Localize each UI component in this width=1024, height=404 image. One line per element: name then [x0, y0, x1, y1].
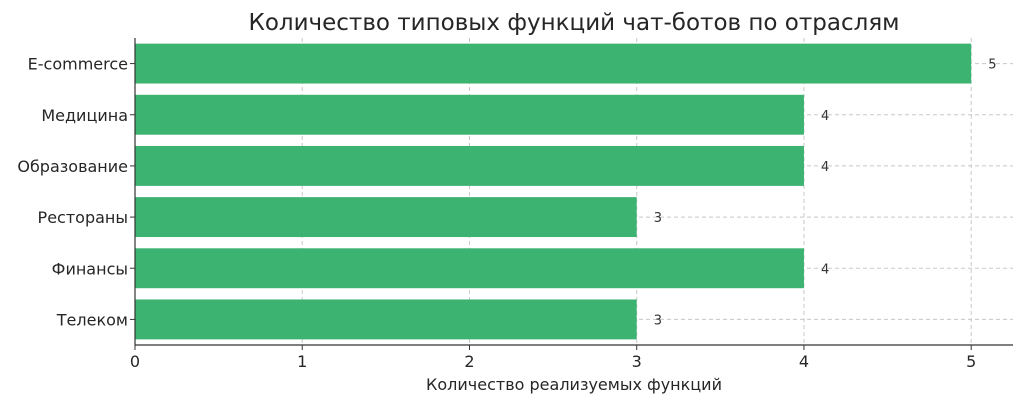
bar: [135, 197, 637, 238]
category-label: Телеком: [56, 310, 128, 329]
x-tick-label: 2: [464, 352, 474, 371]
bar-value-label: 4: [821, 160, 829, 175]
chart-title: Количество типовых функций чат-ботов по …: [248, 10, 899, 36]
bar-value-label: 3: [654, 211, 662, 226]
category-label: Финансы: [52, 259, 128, 278]
bar-value-label: 3: [654, 313, 662, 328]
bar: [135, 248, 804, 289]
category-label: Рестораны: [38, 208, 128, 227]
bar-value-label: 5: [988, 58, 996, 73]
x-tick-label: 4: [799, 352, 809, 371]
x-tick-label: 0: [130, 352, 140, 371]
x-tick-label: 1: [297, 352, 307, 371]
bar: [135, 299, 637, 340]
category-label: Медицина: [41, 106, 128, 125]
x-tick-label: 5: [966, 352, 976, 371]
x-axis-label: Количество реализуемых функций: [426, 375, 722, 394]
bar: [135, 145, 804, 186]
bar: [135, 43, 972, 84]
bar-value-label: 4: [821, 109, 829, 124]
x-tick-label: 3: [632, 352, 642, 371]
labels-layer: 0 1 2 3 4 5 E-commerce 5 Медицина 4 Образование 4 Ре…: [17, 55, 996, 371]
bar-value-label: 4: [821, 262, 829, 277]
bars-layer: [135, 43, 972, 340]
axes-layer: [130, 38, 1013, 350]
bar: [135, 94, 804, 135]
category-label: Образование: [17, 157, 128, 176]
grid-layer: [134, 38, 1013, 345]
category-label: E-commerce: [28, 55, 128, 74]
